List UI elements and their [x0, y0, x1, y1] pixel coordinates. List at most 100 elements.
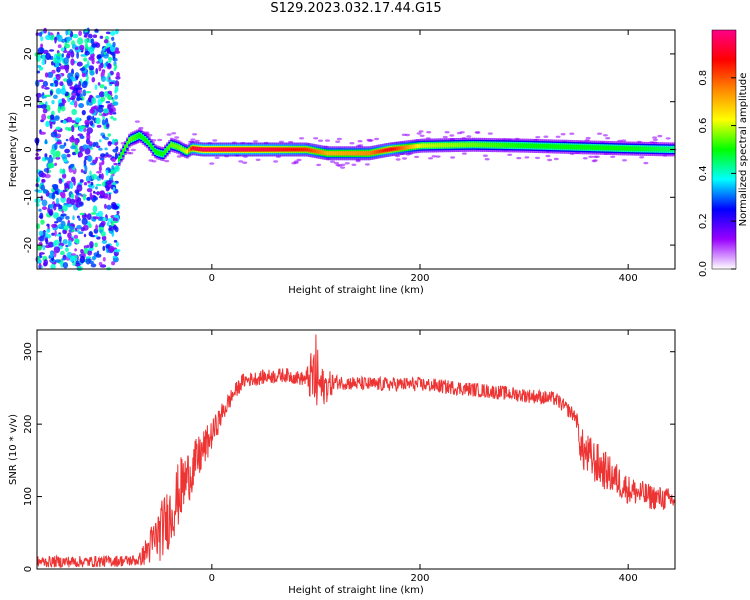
y-tick-label: -20 — [23, 237, 34, 253]
colorbar-gradient — [711, 29, 737, 270]
noise-blob — [82, 193, 87, 201]
ridge-segment — [242, 148, 245, 151]
ridge-segment — [220, 148, 223, 151]
noise-blob — [43, 27, 47, 34]
ridge-segment — [360, 152, 363, 155]
ridge-segment — [602, 146, 605, 149]
noise-blob — [103, 108, 109, 114]
noise-blob — [53, 57, 58, 64]
ridge-segment — [590, 146, 593, 149]
noise-scatter — [34, 27, 677, 272]
noise-blob — [107, 90, 113, 94]
halo-blob — [166, 133, 172, 136]
halo-blob — [402, 157, 407, 160]
ridge-segment — [446, 144, 449, 147]
y-tick-label: 300 — [23, 342, 34, 361]
halo-blob — [444, 131, 450, 134]
noise-blob — [74, 147, 79, 155]
noise-blob — [76, 215, 80, 219]
noise-blob — [86, 27, 90, 35]
ridge-segment — [138, 134, 141, 137]
noise-blob — [59, 81, 64, 87]
ridge-segment — [392, 147, 395, 151]
noise-blob — [89, 70, 95, 76]
noise-blob — [42, 80, 49, 87]
noise-blob — [66, 203, 72, 208]
ridge-segment — [166, 148, 169, 151]
noise-blob — [61, 53, 65, 58]
ridge-segment — [608, 146, 611, 150]
noise-blob — [110, 30, 116, 36]
noise-blob — [59, 144, 66, 149]
noise-blob — [113, 67, 117, 71]
noise-blob — [85, 91, 92, 94]
noise-blob — [79, 44, 85, 51]
ridge-segment — [434, 144, 437, 147]
ridge-segment — [530, 144, 533, 147]
noise-blob — [39, 252, 45, 255]
noise-blob — [112, 98, 115, 103]
halo-blob — [484, 158, 490, 161]
halo-blob — [449, 134, 455, 137]
ridge-segment — [370, 151, 373, 155]
noise-blob — [41, 85, 45, 89]
ridge-segment — [306, 148, 309, 151]
noise-blob — [96, 236, 101, 240]
noise-blob — [104, 86, 107, 90]
ridge-segment — [484, 143, 487, 147]
ridge-segment — [572, 145, 575, 149]
x-tick-label: 400 — [619, 573, 638, 584]
ridge-segment — [302, 148, 305, 151]
noise-blob — [45, 94, 52, 98]
noise-blob — [92, 205, 98, 213]
ridge-segment — [182, 148, 185, 151]
ridge-segment — [226, 148, 229, 151]
noise-blob — [57, 44, 62, 49]
ridge-segment — [642, 147, 645, 150]
ridge-segment — [528, 144, 531, 147]
noise-blob — [112, 224, 117, 231]
noise-blob — [76, 51, 79, 59]
noise-blob — [49, 123, 53, 129]
halo-blob — [325, 139, 330, 142]
ridge-segment — [278, 148, 281, 151]
noise-blob — [55, 156, 61, 160]
noise-blob — [40, 104, 47, 109]
ridge-segment — [240, 148, 243, 151]
noise-blob — [49, 82, 54, 87]
noise-blob — [59, 65, 66, 70]
ridge-segment — [264, 148, 267, 151]
noise-blob — [95, 186, 98, 190]
noise-blob — [60, 47, 65, 52]
noise-blob — [64, 148, 70, 154]
noise-blob — [62, 204, 68, 212]
noise-blob — [107, 218, 113, 223]
noise-blob — [50, 131, 58, 138]
ridge-segment — [214, 148, 217, 151]
noise-blob — [78, 103, 84, 108]
ridge-segment — [632, 147, 635, 150]
noise-blob — [110, 115, 114, 120]
noise-blob — [88, 231, 94, 237]
noise-blob — [112, 186, 116, 192]
halo-blob — [214, 156, 220, 159]
ridge-segment — [186, 150, 189, 153]
noise-blob — [76, 87, 83, 90]
noise-blob — [102, 181, 106, 187]
ridge-segment — [398, 147, 401, 150]
noise-blob — [54, 162, 57, 166]
ridge-segment — [218, 148, 221, 151]
noise-blob — [112, 41, 116, 48]
ridge-segment — [132, 137, 135, 140]
noise-blob — [112, 101, 119, 106]
noise-blob — [111, 220, 118, 224]
halo-blob — [148, 159, 154, 162]
ridge-segment — [390, 148, 393, 151]
x-tick-label: 200 — [410, 273, 429, 284]
halo-blob — [242, 161, 248, 164]
noise-blob — [91, 173, 98, 180]
halo-blob — [442, 135, 448, 139]
noise-blob — [102, 257, 106, 262]
ridge-segment — [580, 146, 583, 149]
noise-blob — [76, 225, 82, 230]
